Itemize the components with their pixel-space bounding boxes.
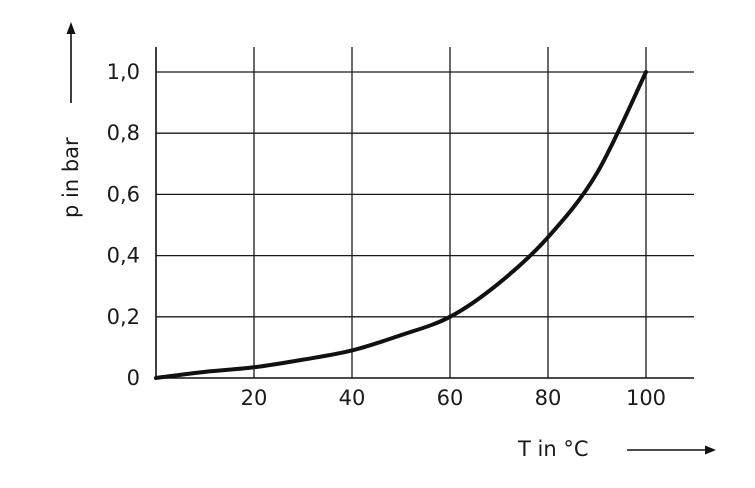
x-tick-label: 100 — [626, 386, 666, 410]
y-tick-label: 0,6 — [107, 182, 140, 206]
x-tick-label: 60 — [437, 386, 464, 410]
x-tick-label: 80 — [535, 386, 562, 410]
y-tick-label: 1,0 — [107, 60, 140, 84]
y-tick-label: 0,8 — [107, 121, 140, 145]
y-axis-label: p in bar — [59, 137, 83, 218]
x-tick-label: 20 — [241, 386, 268, 410]
x-axis-arrow-icon — [705, 445, 716, 455]
x-tick-label: 40 — [339, 386, 366, 410]
y-tick-label: 0,2 — [107, 305, 140, 329]
x-axis-label: T in °C — [517, 437, 589, 461]
grid-lines — [156, 47, 694, 378]
y-tick-label: 0,4 — [107, 244, 140, 268]
data-series — [154, 70, 648, 380]
axes — [155, 47, 694, 379]
tick-labels: 20 40 60 80 100 0 0,2 0,4 0,6 0,8 1,0 — [107, 60, 666, 410]
y-axis-arrow-icon — [66, 22, 76, 34]
pressure-curve — [154, 70, 648, 380]
y-tick-label: 0 — [127, 366, 140, 390]
